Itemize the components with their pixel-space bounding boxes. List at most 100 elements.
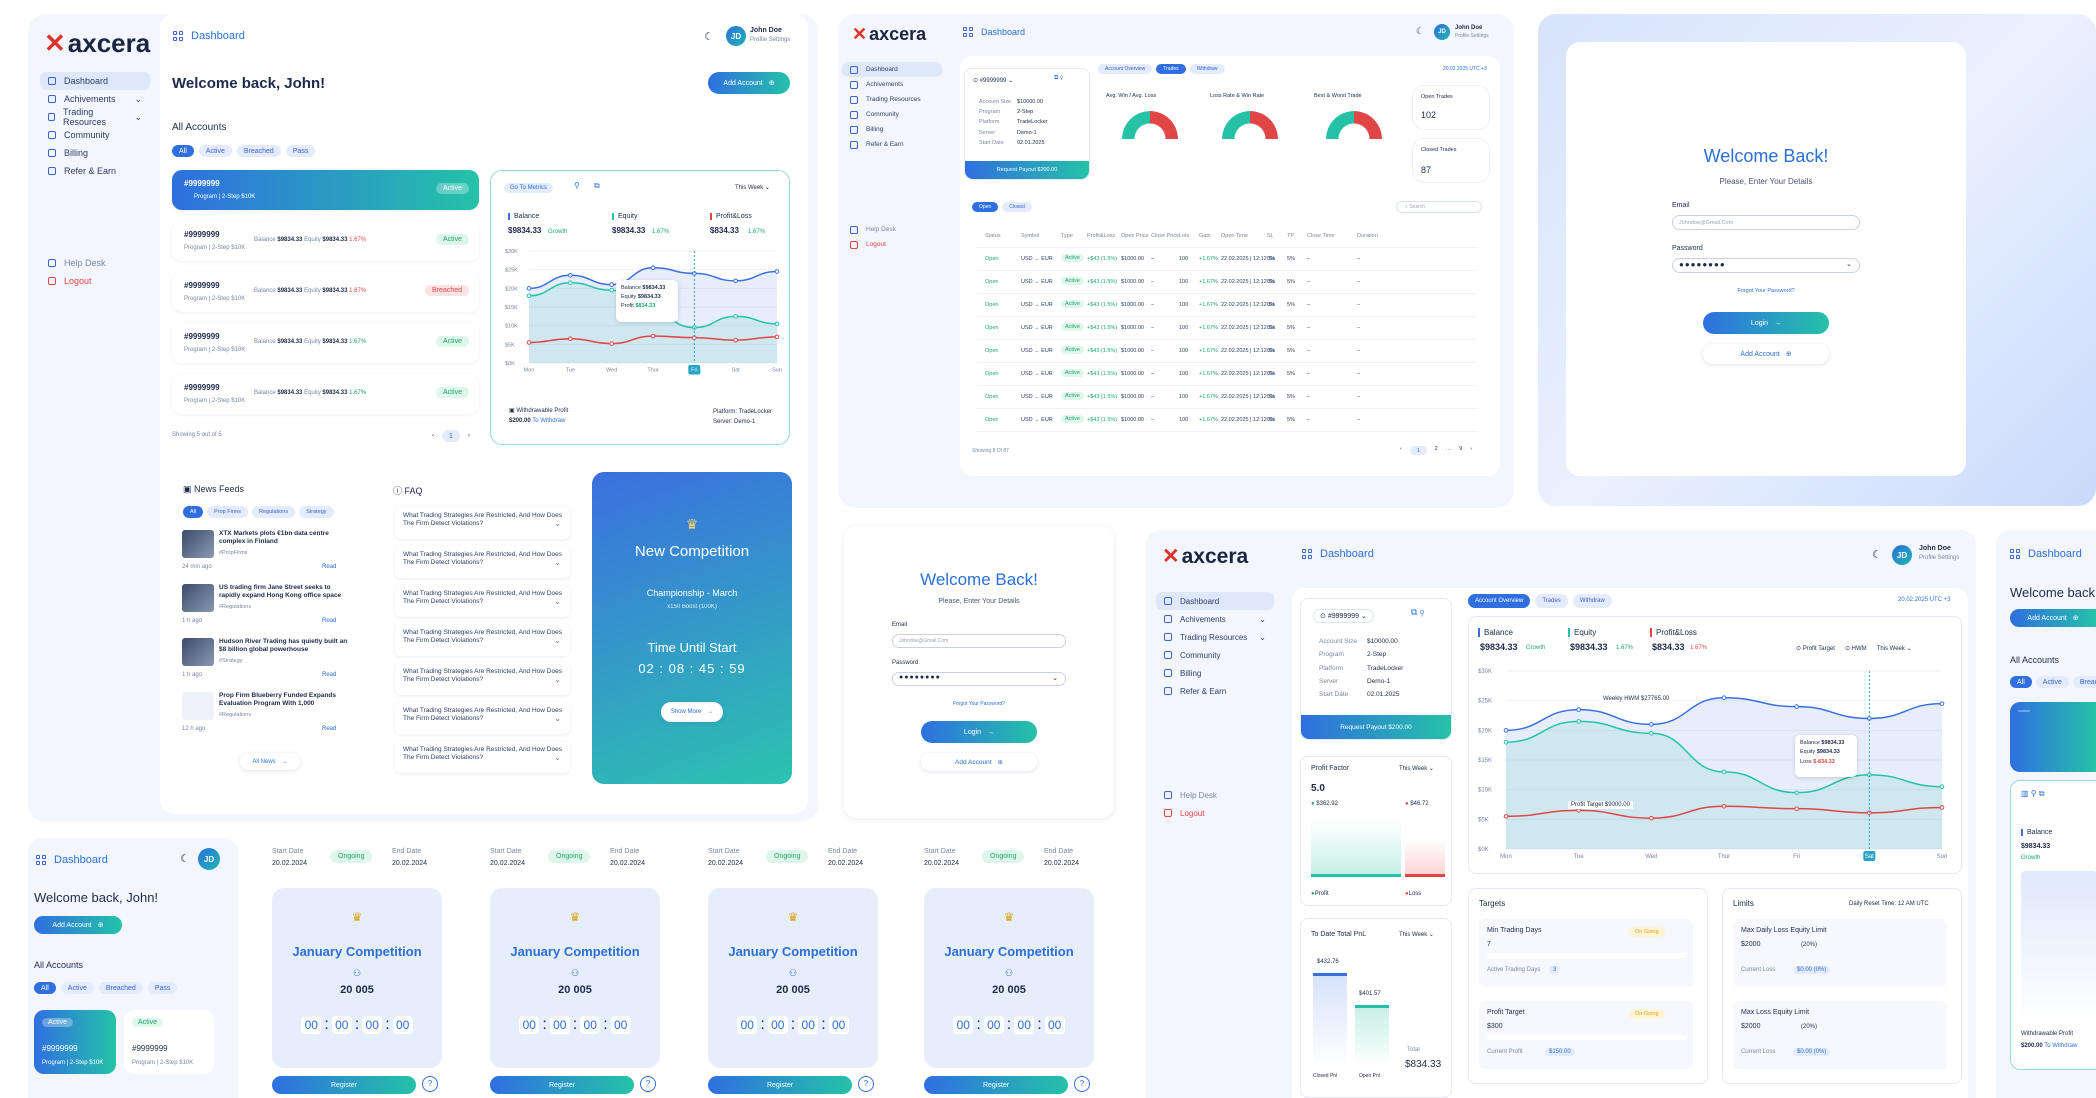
tab-closed[interactable]: Closed (1002, 202, 1032, 212)
filter-active[interactable]: Active (60, 982, 94, 994)
column-header[interactable]: Lots (1179, 233, 1190, 239)
profile-settings[interactable]: Profile Settings (1455, 33, 1489, 39)
sidebar-item-refer[interactable]: Refer & Earn (1156, 682, 1274, 700)
account-card-selected[interactable] (2010, 702, 2096, 772)
news-filter-propfirms[interactable]: Prop Firms (207, 506, 249, 518)
breadcrumb-dashboard[interactable]: Dashboard (963, 27, 1025, 37)
prev-icon[interactable]: ‹ (1400, 446, 1402, 452)
chart-icons[interactable]: ▥ ⚲ ⧉ (2021, 789, 2045, 798)
external-link-icon[interactable]: ⧉ ⚲ (1054, 75, 1063, 81)
all-news-button[interactable]: All News → (240, 753, 300, 770)
forgot-password-link[interactable]: Forgot Your Password? (1737, 288, 1795, 294)
help-icon[interactable]: ? (1074, 1076, 1090, 1092)
sidebar-item-trading[interactable]: Trading Resources ⌄ (1156, 628, 1274, 646)
search-input[interactable]: ⌕ Search (1396, 201, 1482, 213)
column-header[interactable]: SL (1267, 233, 1274, 239)
column-header[interactable]: Symbol (1021, 233, 1040, 239)
faq-item[interactable]: What Trading Strategies Are Restricted, … (395, 546, 570, 578)
table-row[interactable]: Open USD → EUR Active +$43 (1.5%) $1000.00 – 1… (977, 248, 1477, 271)
login-button[interactable]: Login → (921, 721, 1037, 743)
account-card[interactable]: Active #9999999 Program | 2-Step $10K (124, 1010, 214, 1074)
tab-account-overview[interactable]: Account Overview (1098, 64, 1153, 74)
page-number[interactable]: 1 (442, 430, 460, 442)
filter-all[interactable]: All (34, 982, 56, 994)
sidebar-item-achievements[interactable]: Achivements (842, 77, 942, 92)
avatar[interactable]: JD (1892, 545, 1912, 565)
next-icon[interactable]: › (1470, 446, 1473, 452)
sidebar-item-billing[interactable]: Billing (1156, 664, 1274, 682)
page-number[interactable]: 2 (1434, 446, 1438, 452)
account-card[interactable]: #9999999 Program | 2-Step $10K Balance $… (172, 374, 479, 414)
faq-item[interactable]: What Trading Strategies Are Restricted, … (395, 624, 570, 656)
faq-item[interactable]: What Trading Strategies Are Restricted, … (395, 663, 570, 695)
filter-breached[interactable]: Breached (98, 982, 143, 994)
tab-trades[interactable]: Trades (1156, 64, 1186, 74)
faq-item[interactable]: What Trading Strategies Are Restricted, … (395, 741, 570, 773)
news-item[interactable]: Prop Firm Blueberry Funded Expands Evalu… (182, 692, 337, 732)
goto-metrics-button[interactable]: Go To Metrics (504, 183, 553, 193)
account-card[interactable]: #9999999 Program | 2-Step $10K Balance $… (172, 272, 479, 312)
table-row[interactable]: Open USD → EUR Active +$43 (1.5%) $1000.00 – 1… (977, 340, 1477, 363)
register-button[interactable]: Register (490, 1076, 634, 1094)
login-button[interactable]: Login → (1703, 312, 1829, 334)
column-header[interactable]: Type (1061, 233, 1073, 239)
sidebar-item-achievements[interactable]: Achivements ⌄ (40, 90, 150, 108)
theme-toggle-icon[interactable]: ☾ (180, 853, 190, 865)
show-more-button[interactable]: Show More → (661, 702, 723, 722)
sidebar-item-dashboard[interactable]: Dashboard (40, 72, 150, 90)
add-account-button[interactable]: Add Account ⊕ (1703, 344, 1829, 364)
external-link-icon[interactable]: ⧉ (594, 181, 600, 190)
sidebar-item-dashboard[interactable]: Dashboard (842, 62, 942, 77)
filter-breached[interactable]: Breached (2072, 676, 2096, 688)
filter-pass[interactable]: Pass (147, 982, 178, 994)
request-payout-button[interactable]: Request Payout $200.00 (1301, 715, 1451, 739)
sidebar-item-help[interactable]: Help Desk (40, 254, 150, 272)
sidebar-item-achievements[interactable]: Achivements ⌄ (1156, 610, 1274, 628)
filter-breached[interactable]: Breached (236, 145, 281, 157)
account-select[interactable]: ⊙ #9999999 ⌄ (1313, 609, 1374, 623)
sidebar-item-refer[interactable]: Refer & Earn (842, 137, 942, 152)
column-header[interactable]: Open Time (1221, 233, 1248, 239)
column-header[interactable]: Close Price (1151, 233, 1180, 239)
sidebar-item-logout[interactable]: Logout (1156, 804, 1274, 822)
link-icon[interactable]: ⚲ (574, 181, 580, 190)
filter-active[interactable]: Active (2035, 676, 2069, 688)
column-header[interactable]: Close Time (1307, 233, 1335, 239)
breadcrumb-dashboard[interactable]: Dashboard (173, 30, 245, 42)
account-card[interactable]: #9999999 Program | 2-Step $10K Balance $… (172, 221, 479, 261)
account-card-selected[interactable]: Active #9999999 Program | 2-Step $10K (34, 1010, 116, 1074)
table-row[interactable]: Open USD → EUR Active +$43 (1.5%) $1000.00 – 1… (977, 409, 1477, 432)
sidebar-item-community[interactable]: Community (842, 107, 942, 122)
register-button[interactable]: Register (708, 1076, 852, 1094)
forgot-password-link[interactable]: Forgot Your Password? (953, 701, 1005, 707)
email-field[interactable]: Johndoe@Gmail.Com (892, 634, 1066, 648)
logo[interactable]: ✕ axcera (852, 24, 927, 44)
external-link-icon[interactable]: ⧉ ⚲ (1411, 607, 1425, 617)
avatar[interactable]: JD (726, 26, 746, 46)
sidebar-item-help[interactable]: Help Desk (1156, 786, 1274, 804)
breadcrumb-dashboard[interactable]: Dashboard (36, 854, 108, 866)
password-field[interactable]: ●●●●●●●● ⌄ (892, 672, 1066, 686)
email-field[interactable]: Johndoe@Gmail.Com (1672, 215, 1860, 230)
column-header[interactable]: Duration (1357, 233, 1378, 239)
tab-withdraw[interactable]: Withdraw (1189, 64, 1225, 74)
logo[interactable]: ✕ axcera (1162, 544, 1249, 569)
register-button[interactable]: Register (924, 1076, 1068, 1094)
news-filter-all[interactable]: All (183, 506, 204, 518)
tab-trades[interactable]: Trades (1535, 594, 1568, 608)
sidebar-item-billing[interactable]: Billing (40, 144, 150, 162)
page-number[interactable]: 1 (1409, 446, 1427, 455)
column-header[interactable]: Gain (1199, 233, 1211, 239)
breadcrumb-dashboard[interactable]: Dashboard (1302, 548, 1374, 560)
column-header[interactable]: TP (1287, 233, 1295, 239)
news-item[interactable]: XTX Markets plots €1bn data centre compl… (182, 530, 337, 570)
overview-balance-chart[interactable]: $30K $25K $20K $15K $10K $5K $0K Mon Tue Wed Thur F… (1478, 665, 1948, 865)
add-account-button[interactable]: Add Account ⊕ (708, 72, 790, 94)
password-field[interactable]: ●●●●●●●● ⌄ (1672, 258, 1860, 273)
theme-toggle-icon[interactable]: ☾ (1872, 549, 1882, 561)
sidebar-item-community[interactable]: Community (1156, 646, 1274, 664)
table-row[interactable]: Open USD → EUR Active +$43 (1.5%) $1000.00 – 1… (977, 294, 1477, 317)
sidebar-item-trading[interactable]: Trading Resources ⌄ (40, 107, 150, 127)
period-select[interactable]: This Week ⌄ (1399, 932, 1434, 938)
theme-toggle-icon[interactable]: ☾ (704, 31, 714, 43)
